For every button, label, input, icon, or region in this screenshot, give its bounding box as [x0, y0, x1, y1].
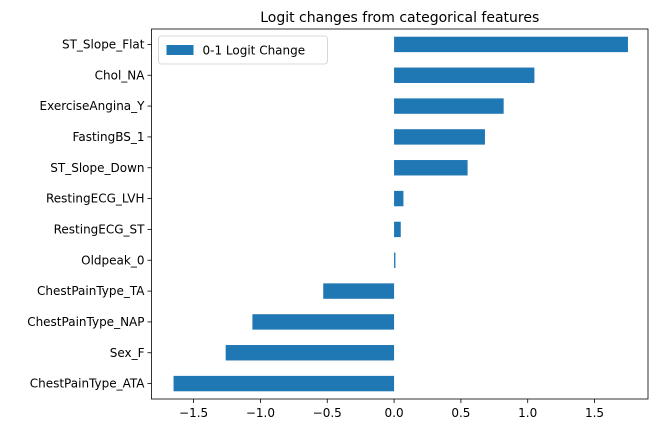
legend-swatch — [166, 45, 194, 55]
chart-title: Logit changes from categorical features — [260, 10, 539, 26]
x-tick-label: 1.0 — [518, 406, 537, 420]
legend: 0-1 Logit Change — [158, 35, 328, 65]
x-tick-label: −1.0 — [246, 406, 275, 420]
bar — [394, 67, 535, 83]
x-tick-label: −0.5 — [313, 406, 342, 420]
y-tick-label: ST_Slope_Flat — [62, 37, 145, 51]
x-tick-label: −1.5 — [179, 406, 208, 420]
axes-layer: ST_Slope_Flat Chol_NA ExerciseAngina_Y Fast… — [27, 28, 649, 420]
bar — [394, 252, 396, 268]
bar — [394, 160, 468, 176]
bar — [394, 98, 504, 114]
x-tick-label: 0.5 — [451, 406, 470, 420]
legend-label: 0-1 Logit Change — [203, 44, 306, 58]
bar — [394, 129, 485, 145]
y-tick-label: RestingECG_ST — [54, 222, 146, 236]
bar — [394, 190, 404, 207]
x-tick-label: 1.5 — [585, 406, 604, 420]
y-tick-label: ChestPainType_NAP — [27, 315, 144, 329]
y-tick-label: Oldpeak_0 — [81, 253, 144, 267]
y-tick-label: RestingECG_LVH — [46, 192, 145, 206]
bar — [173, 375, 395, 392]
y-tick-label: FastingBS_1 — [73, 130, 145, 144]
bar — [394, 221, 401, 238]
bar — [323, 283, 395, 299]
y-tick-label: ChestPainType_TA — [37, 284, 145, 298]
axes-frame — [151, 28, 649, 400]
bar — [394, 36, 628, 53]
y-tick-label: Chol_NA — [95, 68, 146, 82]
y-tick-label: ChestPainType_ATA — [30, 377, 146, 391]
bars-layer — [173, 36, 628, 392]
x-tick-label: 0.0 — [385, 406, 404, 420]
y-tick-label: ST_Slope_Down — [50, 161, 144, 175]
bar — [225, 345, 395, 361]
legend-box — [158, 35, 328, 65]
y-tick-label: ExerciseAngina_Y — [40, 99, 146, 113]
bar — [252, 314, 395, 330]
y-tick-label: Sex_F — [110, 346, 145, 360]
